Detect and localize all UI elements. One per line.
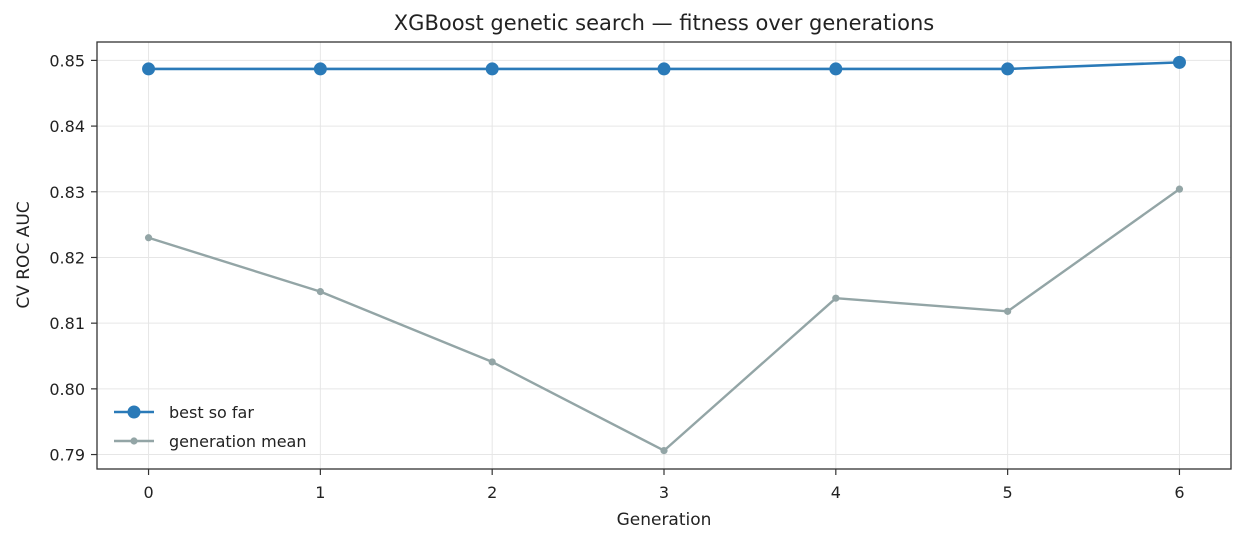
data-point-generation-mean — [316, 288, 324, 296]
chart-title: XGBoost genetic search — fitness over ge… — [394, 11, 934, 35]
data-point-best-so-far — [485, 62, 499, 76]
y-tick-label: 0.82 — [49, 248, 85, 267]
legend-label: generation mean — [169, 432, 306, 451]
data-point-generation-mean — [1175, 185, 1184, 193]
x-tick-label: 5 — [1003, 483, 1013, 502]
data-point-generation-mean — [488, 358, 496, 366]
data-point-best-so-far — [1001, 62, 1015, 76]
data-point-generation-mean — [1004, 307, 1012, 315]
legend-marker-best-so-far — [127, 405, 141, 419]
data-point-best-so-far — [657, 62, 671, 76]
data-point-best-so-far — [142, 62, 156, 76]
x-tick-label: 4 — [831, 483, 841, 502]
y-tick-label: 0.85 — [49, 51, 85, 70]
x-tick-label: 6 — [1174, 483, 1184, 502]
legend: best so far generation mean — [114, 403, 306, 451]
x-axis-label: Generation — [617, 510, 712, 530]
x-tick-label: 0 — [143, 483, 153, 502]
axis-ticks: 0 1 2 3 4 5 6 0.79 0.80 0.81 0.82 0.83 0.84 0.85 — [49, 51, 1184, 502]
grid-lines — [97, 42, 1231, 469]
y-axis-label: CV ROC AUC — [14, 201, 34, 308]
data-point-best-so-far — [313, 62, 327, 76]
data-point-generation-mean — [660, 447, 668, 455]
x-tick-label: 1 — [315, 483, 325, 502]
data-point-best-so-far — [1172, 55, 1186, 69]
series-group — [142, 55, 1186, 455]
legend-marker-generation-mean — [130, 437, 138, 445]
y-tick-label: 0.79 — [49, 446, 85, 465]
data-point-generation-mean — [144, 234, 153, 242]
legend-label: best so far — [169, 403, 254, 422]
y-tick-label: 0.83 — [49, 183, 85, 202]
data-point-generation-mean — [832, 294, 840, 302]
y-tick-label: 0.84 — [49, 117, 85, 136]
x-tick-label: 2 — [487, 483, 497, 502]
y-tick-label: 0.81 — [49, 314, 85, 333]
data-point-best-so-far — [829, 62, 843, 76]
y-tick-label: 0.80 — [49, 380, 85, 399]
x-tick-label: 3 — [659, 483, 669, 502]
